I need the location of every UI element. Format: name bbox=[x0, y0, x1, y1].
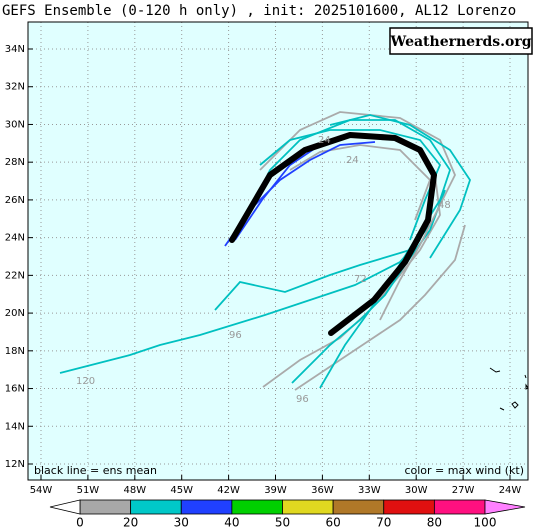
lat-tick-label: 28N bbox=[5, 157, 25, 168]
lon-tick-label: 51W bbox=[77, 485, 100, 496]
colorbar-segment bbox=[383, 499, 435, 515]
colorbar-under bbox=[49, 499, 81, 515]
island bbox=[489, 367, 529, 411]
lat-tick-label: 14N bbox=[5, 421, 25, 432]
lat-tick-label: 18N bbox=[5, 346, 25, 357]
lon-tick-label: 54W bbox=[30, 485, 53, 496]
colorbar-tick-label: 30 bbox=[174, 516, 189, 530]
colorbar-tick-label: 70 bbox=[376, 516, 391, 530]
colorbar-tick-label: 20 bbox=[123, 516, 138, 530]
lat-tick-label: 12N bbox=[5, 459, 25, 470]
track bbox=[289, 144, 432, 221]
lon-tick-label: 27W bbox=[452, 485, 475, 496]
lat-tick-label: 22N bbox=[5, 270, 25, 281]
track bbox=[239, 119, 451, 389]
colorbar-segment bbox=[332, 499, 385, 515]
colorbar-over bbox=[484, 499, 526, 515]
track bbox=[329, 114, 471, 259]
ensemble-tracks bbox=[59, 111, 471, 391]
colorbar-tick-label: 0 bbox=[76, 516, 84, 530]
legend-right: color = max wind (kt) bbox=[404, 464, 524, 477]
track-label: 24 bbox=[346, 155, 359, 166]
map-background bbox=[28, 22, 528, 480]
lon-tick-label: 33W bbox=[358, 485, 381, 496]
ensemble-mean-track bbox=[229, 132, 437, 336]
colorbar-segment bbox=[79, 499, 132, 515]
lon-tick-label: 24W bbox=[499, 485, 522, 496]
land-outline bbox=[489, 367, 529, 411]
track bbox=[259, 111, 456, 321]
watermark-box bbox=[389, 27, 533, 55]
lon-tick-label: 45W bbox=[170, 485, 193, 496]
colorbar-segment bbox=[130, 499, 182, 515]
colorbar-segment bbox=[282, 499, 334, 515]
lat-tick-label: 30N bbox=[5, 119, 25, 130]
colorbar-tick-label: 80 bbox=[427, 516, 442, 530]
lat-tick-label: 24N bbox=[5, 233, 25, 244]
track bbox=[259, 129, 442, 241]
track-label: 24 bbox=[318, 135, 331, 146]
colorbar-tick-label: 60 bbox=[325, 516, 340, 530]
colorbar-segment bbox=[433, 499, 486, 515]
colorbar-tick-label: 50 bbox=[275, 516, 290, 530]
track-label: 120 bbox=[76, 376, 95, 387]
track-label: 96 bbox=[229, 330, 242, 341]
grid bbox=[28, 22, 528, 480]
track bbox=[291, 189, 446, 384]
track bbox=[59, 239, 421, 374]
colorbar-tick-label: 100 bbox=[474, 516, 497, 530]
colorbar-tick-label: 40 bbox=[224, 516, 239, 530]
colorbar-segment bbox=[180, 499, 233, 515]
lon-tick-label: 48W bbox=[123, 485, 146, 496]
track-label: 96 bbox=[296, 394, 309, 405]
lat-tick-label: 34N bbox=[5, 44, 25, 55]
map-frame bbox=[27, 21, 529, 481]
watermark: Weathernerds.org bbox=[390, 34, 532, 50]
track bbox=[262, 174, 441, 388]
lon-tick-label: 30W bbox=[405, 485, 428, 496]
lon-tick-label: 42W bbox=[217, 485, 240, 496]
track bbox=[294, 224, 466, 391]
lat-tick-label: 16N bbox=[5, 384, 25, 395]
track-label: 48 bbox=[438, 200, 451, 211]
colorbar-segment bbox=[231, 499, 283, 515]
track-label: 72 bbox=[354, 274, 367, 285]
lat-tick-label: 20N bbox=[5, 308, 25, 319]
colorbar bbox=[49, 499, 526, 515]
lon-tick-label: 36W bbox=[311, 485, 334, 496]
title: GEFS Ensemble (0-120 h only) , init: 202… bbox=[2, 3, 516, 19]
lat-tick-label: 32N bbox=[5, 82, 25, 93]
legend-left: black line = ens mean bbox=[34, 464, 157, 477]
lat-tick-label: 26N bbox=[5, 195, 25, 206]
lon-tick-label: 39W bbox=[264, 485, 287, 496]
